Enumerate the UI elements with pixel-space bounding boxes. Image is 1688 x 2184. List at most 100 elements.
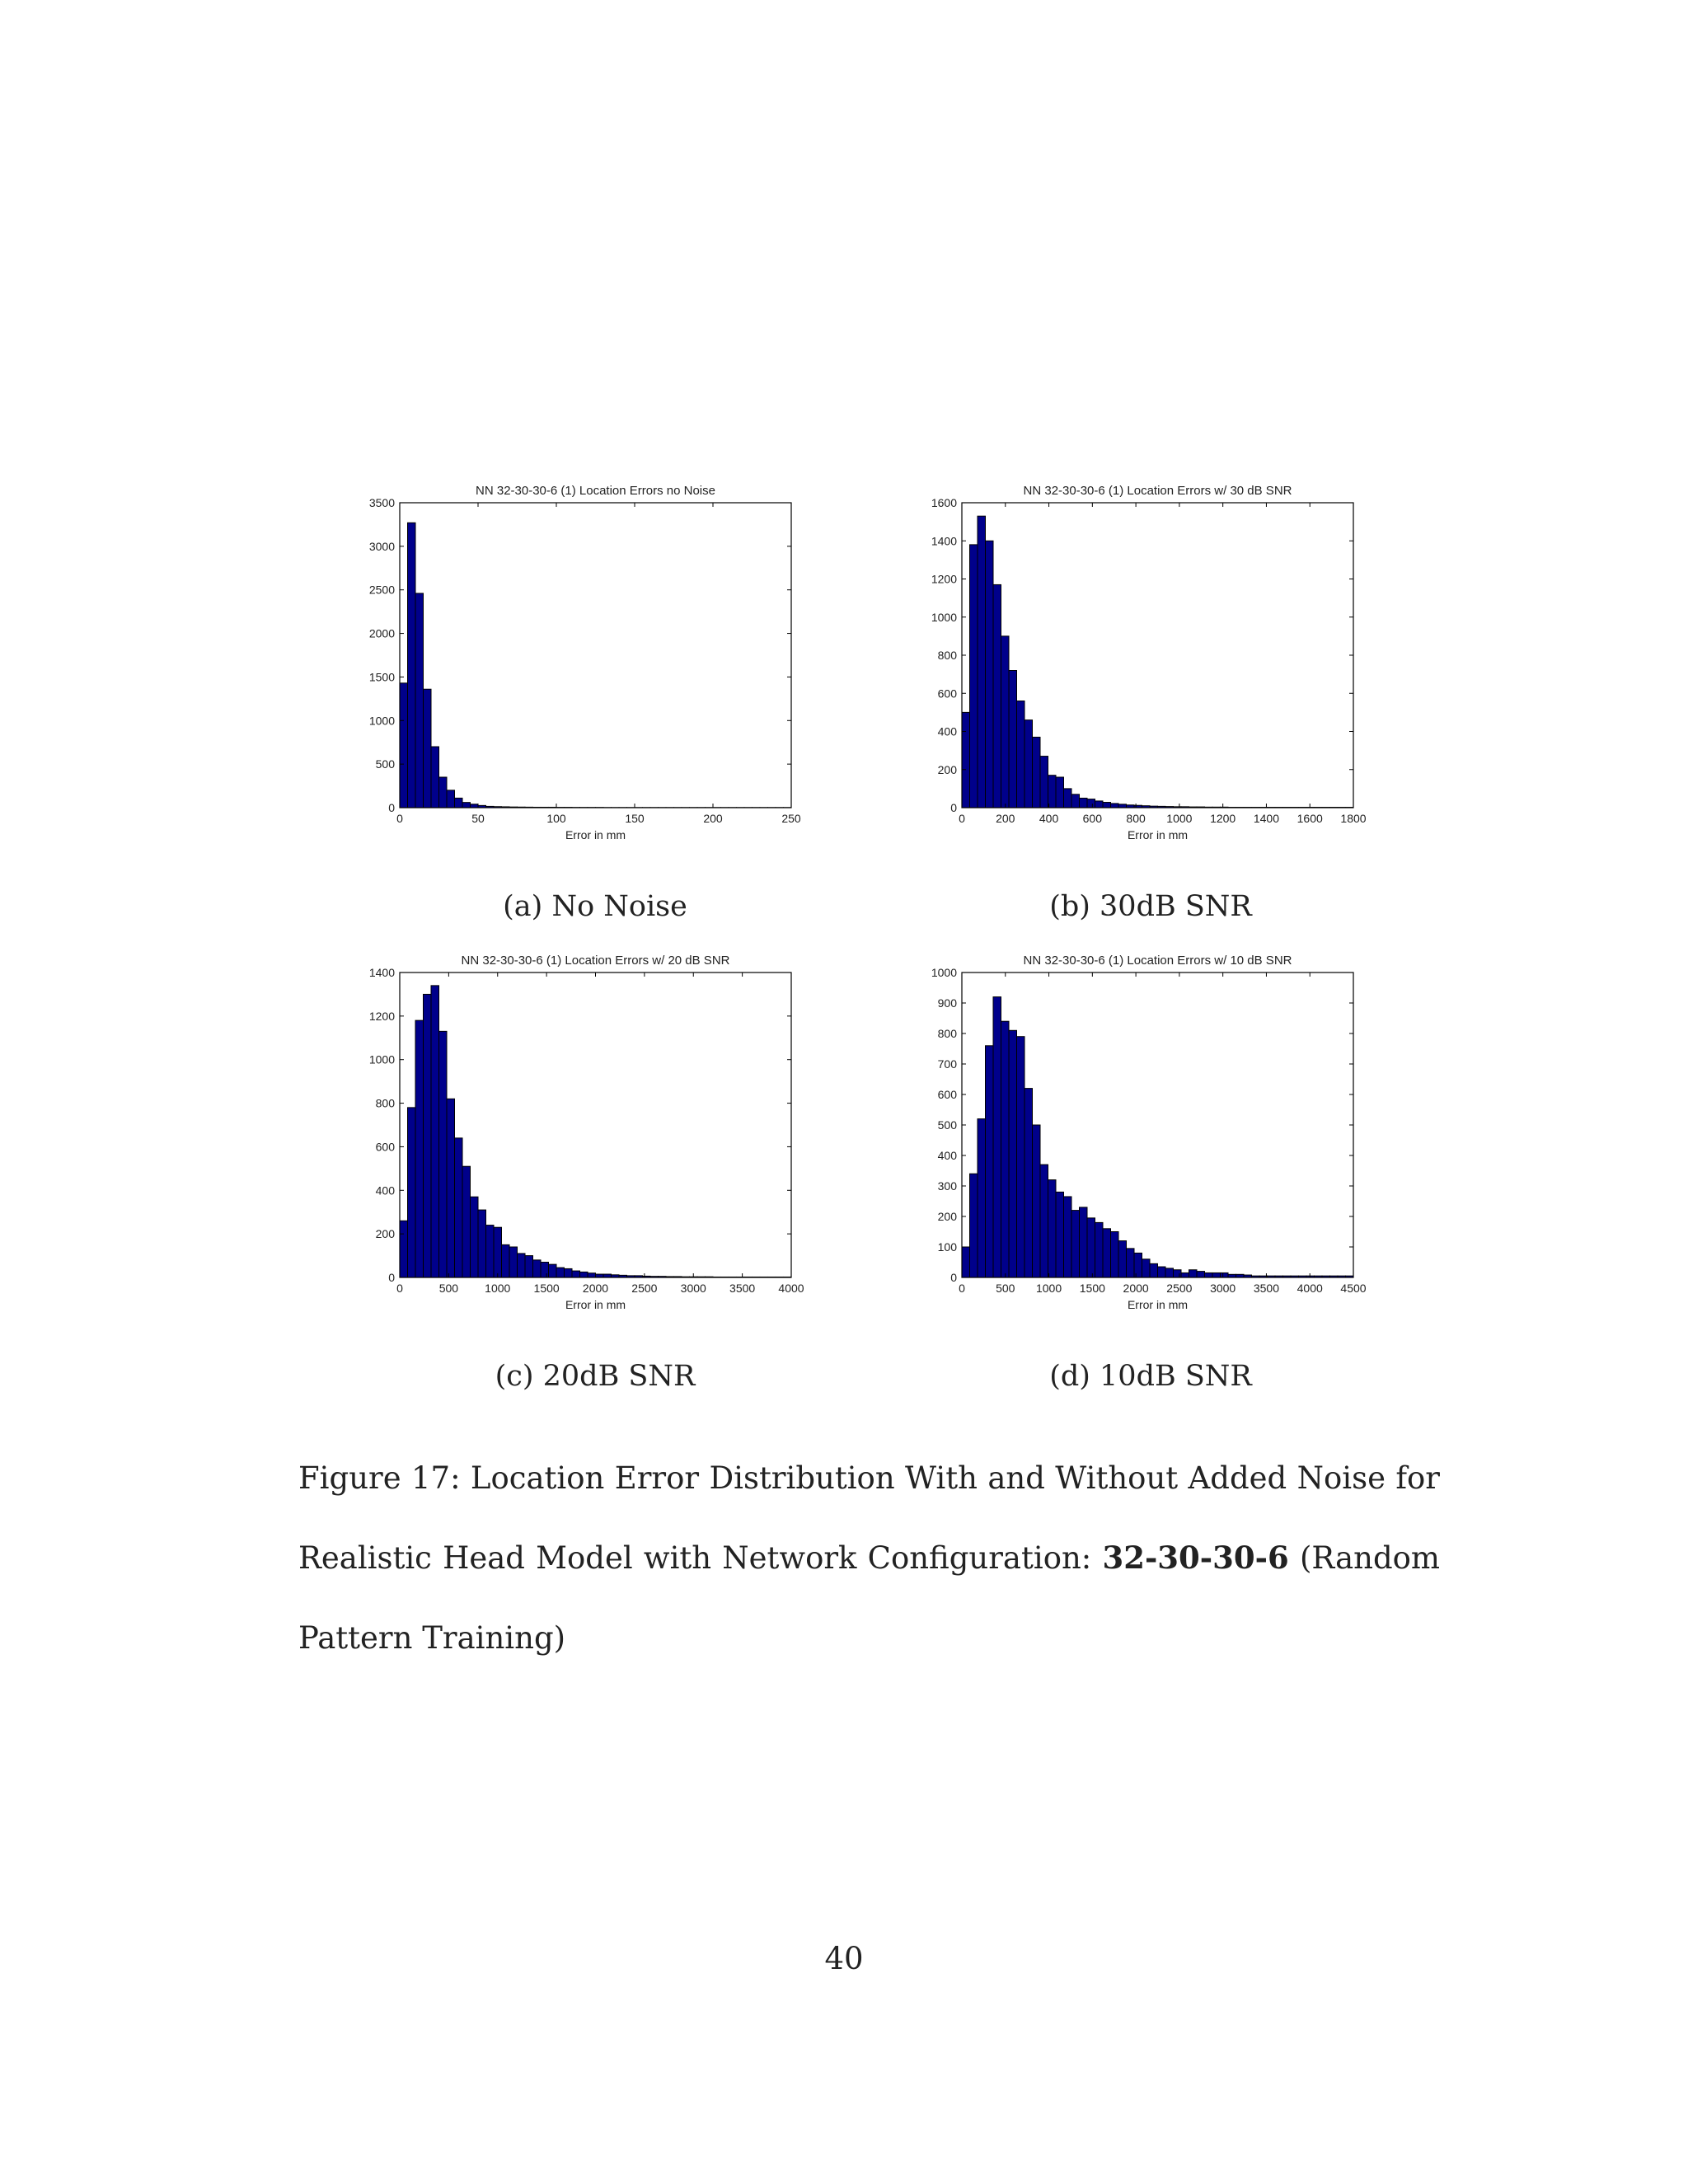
chart3-bar [1032,1124,1041,1278]
chart3-bar [1095,1221,1104,1278]
chart1-y-tick-label: 1600 [931,496,957,509]
chart0-bar [446,790,455,808]
chart1-x-tick-label: 200 [996,812,1015,825]
chart0-bar [454,797,463,808]
chart1-bar [1032,736,1041,808]
chart2-y-tick-label: 800 [376,1097,396,1110]
chart3-bar [1024,1088,1033,1278]
chart3-bar [1173,1269,1182,1278]
chart1-y-tick-label: 200 [938,763,958,776]
chart1-x-tick-label: 400 [1039,812,1059,825]
chart1-bar [1071,794,1080,808]
chart1-bar [969,544,978,808]
page-number: 40 [824,1941,864,1976]
chart3-x-label: Error in mm [1128,1298,1188,1311]
chart0-y-tick-label: 1000 [369,714,395,727]
chart2-y-tick-label: 1400 [369,966,395,979]
chart3-bar [969,1173,978,1278]
chart0-bar [462,802,471,808]
chart3-y-tick-label: 400 [938,1149,958,1162]
chart0-bar [430,746,439,808]
chart0-x-tick-label: 150 [625,812,645,825]
chart1-bar [1001,635,1010,808]
chart2-bar [446,1098,455,1278]
chart0-x-label: Error in mm [565,828,626,841]
chart1-x-tick-label: 800 [1126,812,1146,825]
chart3-bar [1079,1207,1088,1278]
chart3-bar [1220,1272,1229,1278]
chart3-bar [1071,1210,1080,1278]
chart0-y-tick-label: 1500 [369,670,395,683]
chart1-bar [1102,802,1111,808]
chart1-bar [1110,803,1119,808]
subcaption-b: (b) 30dB SNR [1049,890,1252,923]
chart3-bar [1063,1196,1072,1278]
histogram-20db-snr: 0 500 1000 1500 2000 2500 3000 3500 4000 0 200 400 6… [354,948,841,1315]
chart0-x-tick-label: 250 [781,812,801,825]
chart2-x-tick-label: 3500 [729,1282,755,1295]
chart3-x-tick-label: 1500 [1080,1282,1105,1295]
chart1-x-tick-label: 0 [959,812,965,825]
subcaption-c: (c) 20dB SNR [495,1360,696,1393]
chart3-bar [1039,1164,1048,1278]
chart2-bar [548,1263,557,1278]
chart2-bar [509,1246,518,1278]
chart3-x-tick-label: 2000 [1123,1282,1149,1295]
chart2-y-tick-label: 1200 [369,1010,395,1023]
chart1-bar [1039,756,1048,808]
chart3-y-tick-label: 300 [938,1179,958,1193]
chart3-x-tick-label: 0 [959,1282,965,1295]
chart3-bar [1157,1266,1166,1278]
chart3-y-tick-label: 800 [938,1027,958,1040]
chart3-y-tick-label: 200 [938,1210,958,1223]
chart3-y-tick-label: 700 [938,1057,958,1071]
chart3-bar [1196,1271,1205,1278]
chart3-title: NN 32-30-30-6 (1) Location Errors w/ 10 … [1024,954,1292,968]
chart1-bar [1063,788,1072,808]
chart2-bar [493,1226,502,1278]
chart2-bar [556,1267,565,1278]
chart0-bar [470,804,479,808]
chart3-bar [1086,1217,1095,1278]
chart2-x-tick-label: 1500 [534,1282,560,1295]
chart2-bar [517,1253,526,1278]
figure-caption: Figure 17: Location Error Distribution W… [298,1438,1440,1678]
chart3-x-tick-label: 4500 [1340,1282,1366,1295]
histogram-30db-snr: 0 200 400 600 800 1000 1200 1400 1600 1800 0 200 400… [917,478,1403,845]
chart0-bar [399,682,408,808]
chart3-bar [1016,1036,1025,1278]
chart0-bar [415,593,424,808]
chart2-bar [407,1107,416,1278]
chart3-bar [1102,1228,1111,1278]
caption-config: 32-30-30-6 [1102,1540,1289,1576]
chart3-y-tick-label: 900 [938,996,958,1010]
chart1-bar [992,583,1001,808]
chart2-bar [438,1030,448,1278]
chart1-x-tick-label: 600 [1083,812,1103,825]
chart1-bar [1008,670,1017,808]
chart2-bar [399,1220,408,1278]
chart0-y-tick-label: 2000 [369,627,395,640]
chart1-bar [1055,776,1064,808]
chart0-y-tick-label: 500 [376,757,396,771]
chart1-bar [1048,775,1057,808]
chart3-bar [1212,1272,1221,1278]
chart2-bar [485,1225,495,1278]
chart0-x-tick-label: 50 [471,812,485,825]
chart3-y-tick-label: 0 [950,1271,957,1284]
subcaption-d: (d) 10dB SNR [1049,1360,1252,1393]
chart3-bar [977,1118,986,1278]
chart1-x-tick-label: 1800 [1340,812,1366,825]
chart3-bar [1204,1272,1213,1278]
chart2-bar [477,1209,486,1278]
chart3-bar [1110,1231,1119,1278]
chart3-x-tick-label: 2500 [1166,1282,1192,1295]
chart1-title: NN 32-30-30-6 (1) Location Errors w/ 30 … [1024,484,1292,498]
chart3-bar [985,1045,994,1278]
chart1-bar [1016,701,1025,808]
chart3-x-tick-label: 3000 [1210,1282,1236,1295]
chart1-y-tick-label: 1400 [931,534,957,547]
chart1-bar [1024,719,1033,808]
chart2-x-tick-label: 3000 [681,1282,706,1295]
chart2-bar [430,985,439,1278]
